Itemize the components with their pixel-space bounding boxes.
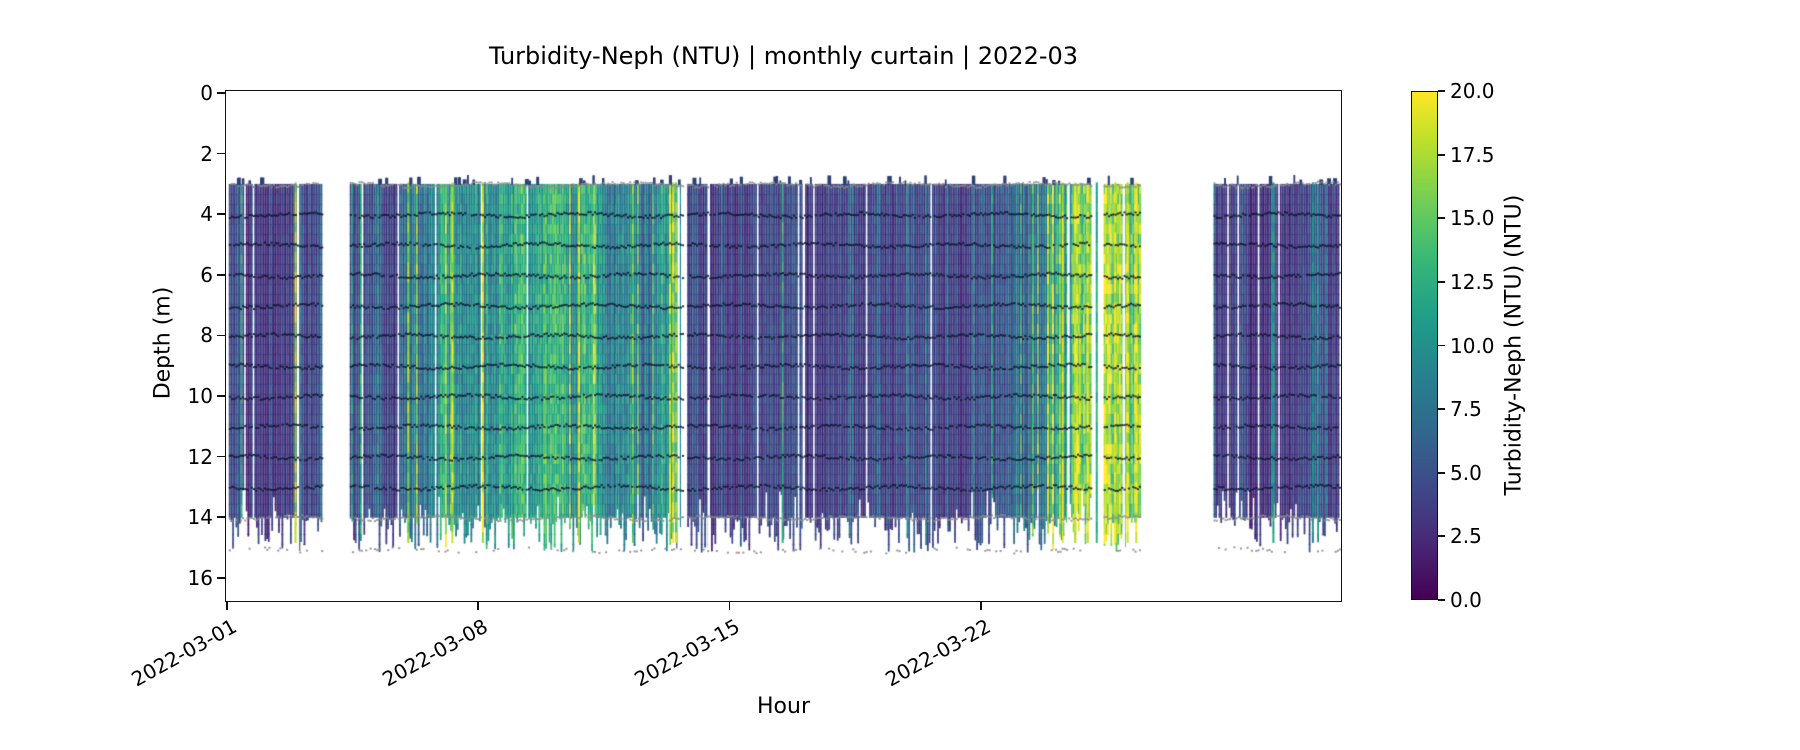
colorbar-label: Turbidity-Neph (NTU) (NTU) [1501,194,1527,496]
y-tick-mark [217,152,225,155]
colorbar-tick-label: 0.0 [1450,588,1482,612]
y-tick-mark [217,213,225,216]
x-tick-label: 2022-03-15 [629,614,744,692]
y-tick-label: 14 [187,505,213,530]
y-tick-label: 10 [187,384,213,408]
colorbar-tick-mark [1438,217,1445,220]
colorbar-tick-mark [1438,471,1445,474]
colorbar-tick-label: 15.0 [1450,206,1495,231]
colorbar-tick-mark [1438,90,1445,92]
x-tick-mark [728,602,731,610]
x-tick-label: 2022-03-01 [127,614,241,692]
colorbar-tick-label: 5.0 [1450,460,1482,485]
y-tick-mark [217,334,225,337]
y-tick-label: 12 [187,444,213,469]
colorbar-tick-label: 20.0 [1450,79,1495,103]
colorbar-tick-mark [1438,153,1445,156]
y-tick-label: 4 [200,202,213,227]
x-tick-label: 2022-03-22 [881,614,995,692]
colorbar-gradient [1411,91,1438,600]
y-tick-mark [217,395,225,397]
colorbar-tick-mark [1438,599,1445,601]
colorbar-tick-mark [1438,535,1445,538]
colorbar-tick-label: 17.5 [1450,142,1495,167]
y-tick-label: 16 [187,565,213,590]
chart-title: Turbidity-Neph (NTU) | monthly curtain |… [488,42,1079,70]
x-tick-label: 2022-03-08 [378,614,492,692]
curtain-heatmap-canvas [225,90,1342,602]
colorbar-tick-mark [1438,280,1445,283]
colorbar-tick-label: 12.5 [1450,269,1495,294]
y-tick-mark [217,576,225,579]
colorbar-tick-label: 10.0 [1450,333,1495,358]
y-tick-mark [217,455,225,458]
y-tick-label: 2 [200,141,213,166]
colorbar-tick-label: 7.5 [1450,397,1482,422]
colorbar-tick-label: 2.5 [1450,524,1482,549]
colorbar-tick-mark [1438,408,1445,411]
y-tick-label: 6 [200,262,213,287]
colorbar-tick-mark [1438,344,1445,347]
y-tick-label: 0 [200,81,213,105]
x-tick-mark [980,602,982,610]
y-tick-mark [217,92,225,94]
y-tick-mark [217,273,225,276]
x-axis-label: Hour [757,694,810,719]
y-tick-mark [217,516,225,519]
x-tick-mark [477,602,480,610]
y-tick-label: 8 [200,323,213,348]
x-tick-mark [226,602,228,610]
